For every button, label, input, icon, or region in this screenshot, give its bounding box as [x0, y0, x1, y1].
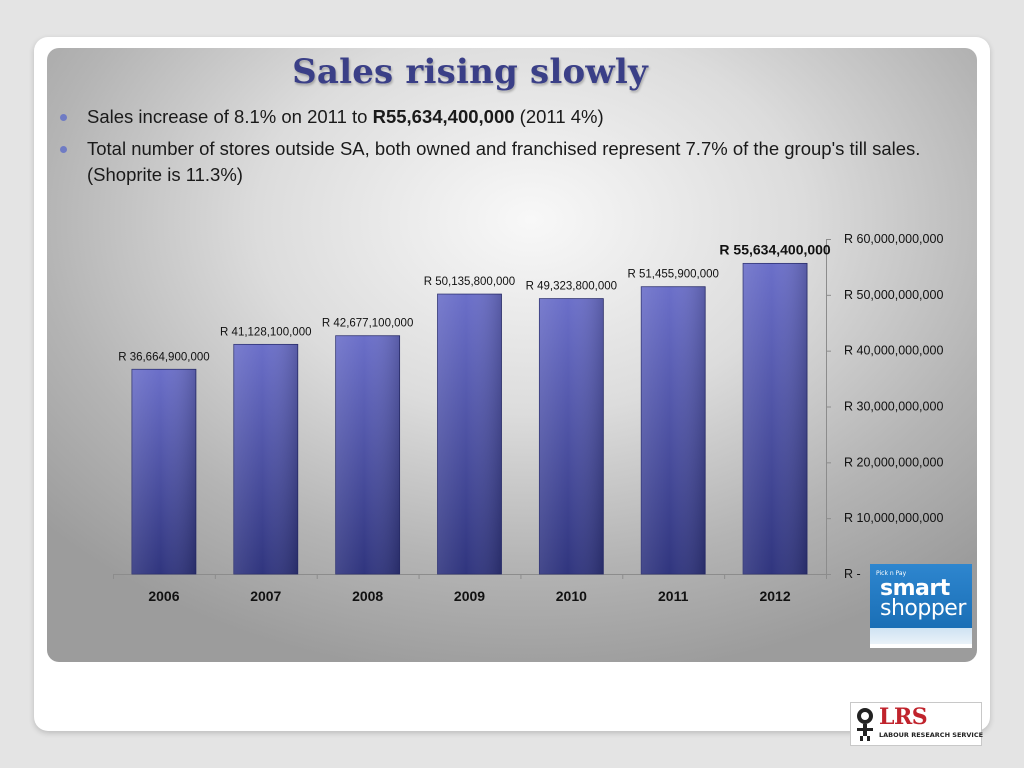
bullet-text-tail: (2011 4%) — [514, 106, 604, 127]
worker-gear-icon — [857, 708, 873, 741]
x-tick-label-2006: 2006 — [148, 588, 179, 604]
bar-shading-2012 — [743, 263, 808, 574]
data-label-2008: R 42,677,100,000 — [322, 318, 413, 330]
y-tick-label: R 40,000,000,000 — [844, 344, 943, 358]
x-tick-label-2012: 2012 — [759, 588, 790, 604]
bullet-item-stores: Total number of stores outside SA, both … — [60, 136, 980, 188]
bullet-bold-value: R55,634,400,000 — [372, 106, 515, 127]
y-tick-label: R - — [844, 567, 861, 581]
bar-shading-2006 — [131, 369, 196, 574]
data-label-2011: R 51,455,900,000 — [627, 269, 718, 281]
y-tick-label: R 10,000,000,000 — [844, 511, 943, 525]
lrs-logo: LRS LABOUR RESEARCH SERVICE — [850, 702, 984, 746]
bar-shading-2011 — [641, 286, 706, 574]
logo-word-smart: smart — [880, 576, 950, 601]
slide-title: Sales rising slowly — [292, 52, 648, 92]
bar-shading-2009 — [437, 294, 502, 574]
y-tick-label: R 30,000,000,000 — [844, 400, 943, 414]
x-tick-label-2011: 2011 — [658, 588, 689, 604]
smart-shopper-logo-box: Pick n Pay smart shopper — [870, 564, 972, 628]
bullet-text: Total number of stores outside SA, both … — [87, 138, 921, 185]
smart-shopper-logo: Pick n Pay smart shopper — [870, 564, 972, 648]
data-label-2007: R 41,128,100,000 — [220, 326, 311, 338]
x-tick-label-2008: 2008 — [352, 588, 383, 604]
bullet-dot-icon — [60, 114, 67, 121]
logo-strip — [870, 628, 972, 644]
bullet-list: Sales increase of 8.1% on 2011 to R55,63… — [60, 104, 980, 194]
data-label-2010: R 49,323,800,000 — [526, 281, 617, 293]
bullet-dot-icon — [60, 146, 67, 153]
y-tick-label: R 60,000,000,000 — [844, 232, 943, 246]
bullet-text: Sales increase of 8.1% on 2011 to — [87, 106, 373, 127]
bar-shading-2008 — [335, 335, 400, 574]
logo-brand-small: Pick n Pay — [876, 570, 907, 577]
bar-shading-2007 — [233, 344, 298, 574]
lrs-name: LABOUR RESEARCH SERVICE — [879, 731, 984, 739]
x-tick-label-2009: 2009 — [454, 588, 485, 604]
data-label-2009: R 50,135,800,000 — [424, 276, 515, 288]
lrs-abbrev: LRS — [879, 704, 928, 730]
y-tick-label: R 50,000,000,000 — [844, 288, 943, 302]
data-label-2012: R 55,634,400,000 — [719, 241, 831, 257]
x-tick-label-2007: 2007 — [250, 588, 281, 604]
logo-word-shopper: shopper — [880, 596, 966, 621]
y-tick-label: R 20,000,000,000 — [844, 455, 943, 469]
bar-shading-2010 — [539, 298, 604, 574]
data-label-2006: R 36,664,900,000 — [118, 351, 209, 363]
slide-panel — [47, 48, 977, 662]
bullet-item-sales: Sales increase of 8.1% on 2011 to R55,63… — [60, 104, 980, 130]
x-tick-label-2010: 2010 — [556, 588, 587, 604]
